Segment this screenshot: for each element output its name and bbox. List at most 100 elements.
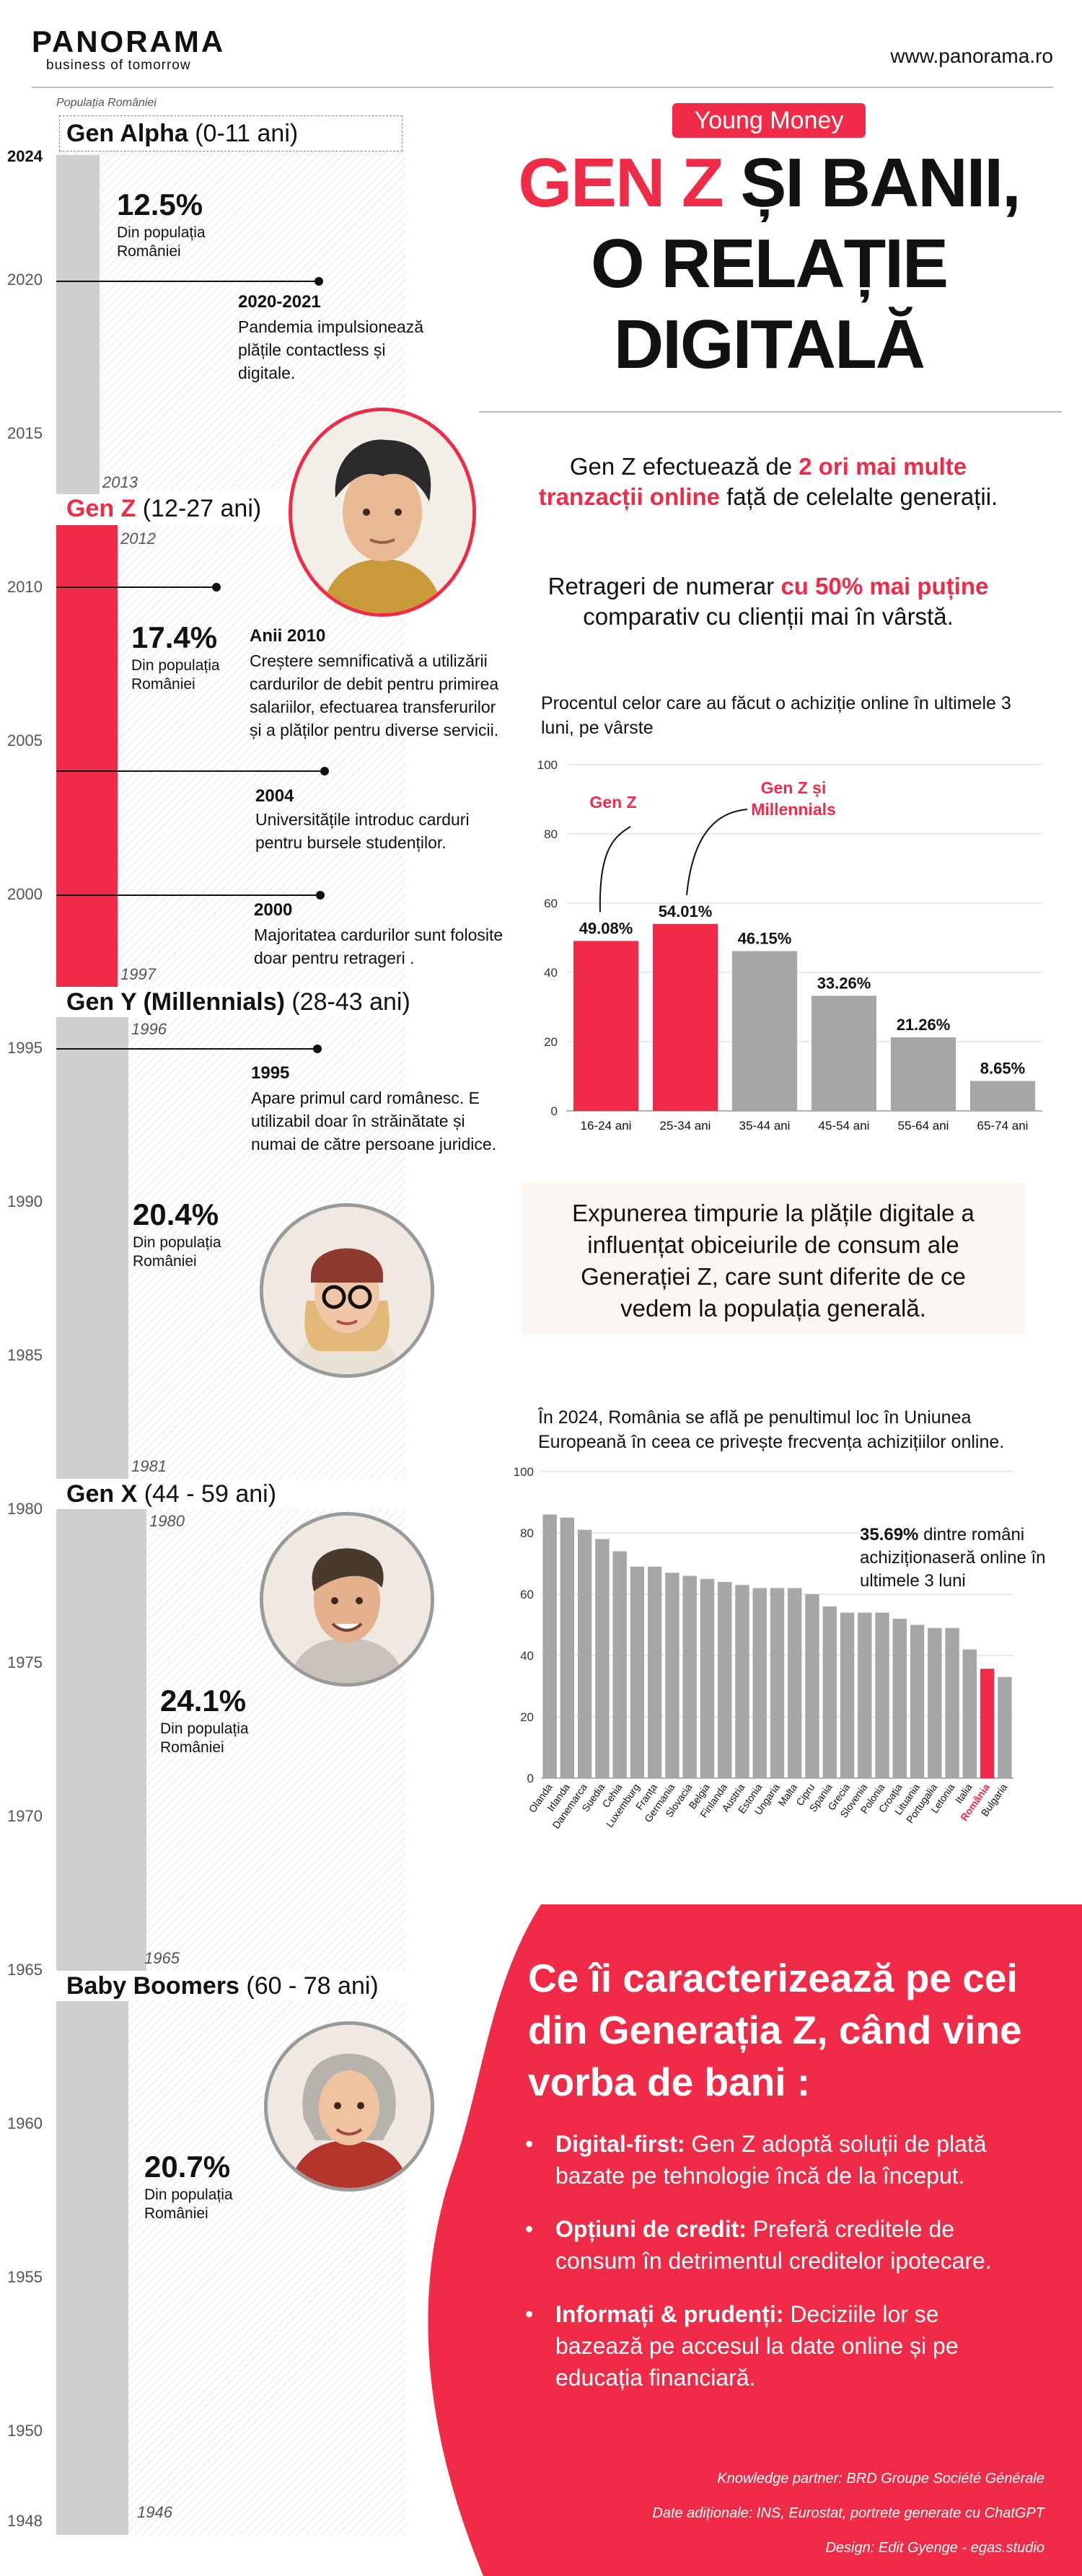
bar <box>577 1529 592 1778</box>
gen-z-name: Gen Z <box>66 495 136 522</box>
x-tick-label: 35-44 ani <box>739 1119 791 1133</box>
bar <box>700 1578 715 1778</box>
trait-text-2: Preferă creditele de consum în detriment… <box>555 2216 992 2274</box>
event-dot-1995 <box>313 1045 322 1053</box>
year-1980: 1980 <box>7 1500 43 1518</box>
hero-title-line1: GEN Z ȘI BANII, <box>478 143 1060 224</box>
gen-alpha-title: Gen Alpha (0-11 ani) <box>66 120 298 148</box>
event-line-1995 <box>56 1048 317 1050</box>
data-label: 46.15% <box>738 929 792 947</box>
y-tick-label: 40 <box>544 966 558 980</box>
bar <box>682 1575 697 1778</box>
year-1948: 1948 <box>7 2512 43 2530</box>
gen-boomers-portrait <box>264 2021 434 2192</box>
trait-bullet-1: • <box>525 2131 534 2157</box>
gen-x-bar <box>56 1509 146 1971</box>
logo-wordmark: PANORAMA <box>32 25 226 58</box>
bar <box>731 951 798 1111</box>
y-tick-label: 20 <box>520 1710 534 1724</box>
gen-x-name: Gen X <box>66 1480 138 1508</box>
gen-x-end: 1980 <box>149 1512 185 1530</box>
logo-tagline: business of tomorrow <box>46 58 191 73</box>
y-tick-label: 60 <box>520 1588 534 1601</box>
bar <box>718 1582 732 1778</box>
gen-boomers-title: Baby Boomers (60 - 78 ani) <box>66 1972 379 2000</box>
x-tick-label: 16-24 ani <box>581 1119 632 1133</box>
x-tick-label: 65-74 ani <box>977 1119 1029 1133</box>
hero-kicker: Young Money <box>694 107 844 134</box>
eu-annotation-text: dintre români achiziționaseră online în … <box>860 1525 1046 1591</box>
event-dot-2004 <box>320 767 329 775</box>
gen-y-portrait <box>260 1203 434 1378</box>
year-2020: 2020 <box>7 271 43 289</box>
x-tick-label: 25-34 ani <box>660 1119 711 1133</box>
trait-label-2: Opțiuni de credit: <box>555 2216 747 2242</box>
hero-title-rest: ȘI BANII, <box>722 144 1021 221</box>
gen-boomers-pct: 20.7% <box>144 2150 231 2184</box>
bar <box>752 1588 767 1778</box>
event-text-1995: Apare primul card românesc. E utilizabil… <box>251 1089 497 1153</box>
event-text-2004: Universitățile introduc carduri pentru b… <box>255 810 470 852</box>
year-2024: 2024 <box>7 147 43 165</box>
event-dot-2010 <box>212 583 221 592</box>
event-line-2000 <box>56 894 320 896</box>
gen-x-start: 1965 <box>144 1949 180 1967</box>
gen-y-age: (28-43 ani) <box>291 988 410 1016</box>
y-tick-label: 40 <box>520 1649 534 1663</box>
bar <box>892 1619 907 1778</box>
data-label: 33.26% <box>817 974 871 992</box>
gen-alpha-age: (0-11 ani) <box>195 120 299 147</box>
trait-bullet-2: • <box>525 2216 534 2242</box>
logo: PANORAMA business of tomorrow <box>32 26 225 74</box>
bar <box>612 1551 627 1778</box>
trait-item-2: • Opțiuni de credit: Preferă creditele d… <box>525 2213 1030 2277</box>
credits: Knowledge partner: BRD Groupe Société Gé… <box>540 2461 1044 2565</box>
bar <box>805 1594 819 1778</box>
bar <box>969 1081 1036 1111</box>
y-tick-label: 0 <box>551 1104 558 1118</box>
annotation-arrow-gen-z-millennials <box>686 809 748 895</box>
website-link[interactable]: www.panorama.ro <box>890 45 1053 67</box>
gen-x-pct: 24.1% <box>160 1684 247 1718</box>
intro-p1-b: 2 ori mai multe tranzacții online <box>538 453 967 510</box>
gen-z-title: Gen Z (12-27 ani) <box>66 495 261 523</box>
year-1990: 1990 <box>7 1192 43 1210</box>
credit-design: Design: Edit Gyenge - egas.studio <box>825 2540 1044 2556</box>
bar <box>770 1588 785 1778</box>
bar <box>875 1612 889 1778</box>
event-text-2000: Majoritatea cardurilor sunt folosite doa… <box>254 926 503 967</box>
year-1985: 1985 <box>7 1346 43 1364</box>
bar <box>647 1566 662 1778</box>
event-year-2020: 2020-2021 <box>238 292 321 312</box>
y-tick-label: 0 <box>527 1772 534 1785</box>
gen-alpha-start: 2013 <box>102 473 138 491</box>
trait-label-1: Digital-first: <box>555 2131 685 2157</box>
bar <box>665 1573 679 1778</box>
data-label: 54.01% <box>659 902 713 920</box>
bar <box>595 1539 610 1778</box>
hero-title-line2: O RELAȚIE <box>590 225 949 302</box>
bar <box>630 1566 645 1778</box>
gen-alpha-name: Gen Alpha <box>66 120 188 147</box>
intro-paragraph-1: Gen Z efectuează de 2 ori mai multe tran… <box>534 452 1003 512</box>
trait-bullet-3: • <box>525 2301 534 2327</box>
hero-kicker-badge: Young Money <box>672 103 866 138</box>
gen-y-title: Gen Y (Millennials) (28-43 ani) <box>66 988 410 1016</box>
data-label: 8.65% <box>980 1059 1025 1077</box>
callout-text: Expunerea timpurie la plățile digitale a… <box>572 1200 975 1322</box>
event-line-2004 <box>56 770 325 772</box>
callout-box: Expunerea timpurie la plățile digitale a… <box>521 1183 1026 1335</box>
gen-alpha-pct-label: Din populația României <box>117 224 206 260</box>
eu-chart-title: În 2024, România se află pe penultimul l… <box>538 1407 1005 1452</box>
annotation-gen-z-millennials: Gen Z și Millennials <box>751 778 836 819</box>
bar <box>910 1625 925 1778</box>
annotation-gen-z: Gen Z <box>589 793 636 812</box>
year-2015: 2015 <box>7 424 43 442</box>
intro-paragraph-2: Retrageri de numerar cu 50% mai puține c… <box>519 571 1017 632</box>
bar <box>858 1612 872 1778</box>
y-tick-label: 80 <box>520 1526 534 1540</box>
event-line-2020 <box>56 281 319 282</box>
y-tick-label: 100 <box>514 1465 534 1479</box>
annotation-arrow-gen-z <box>599 826 631 913</box>
header-divider <box>32 87 1053 88</box>
